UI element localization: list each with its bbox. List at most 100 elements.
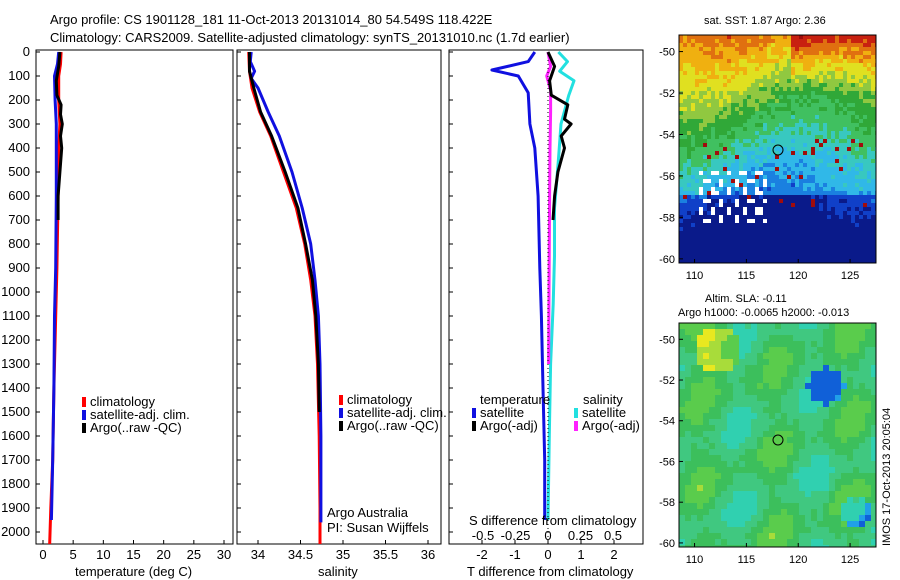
sst-cell [779, 203, 783, 207]
sst-cell [703, 79, 707, 83]
sst-cell [723, 51, 727, 55]
sla-cell [757, 377, 763, 383]
sst-cell [747, 135, 751, 139]
legend-label: satellite [480, 405, 524, 420]
sst-cell [703, 107, 707, 111]
sst-cell [811, 243, 815, 247]
sst-cell [679, 103, 683, 107]
depth-tick-label: 1500 [1, 404, 30, 419]
sst-cell [871, 71, 875, 75]
sla-cell [691, 491, 697, 497]
sst-cell [851, 99, 855, 103]
sla-cell [727, 509, 733, 515]
sla-cell [799, 509, 805, 515]
sst-cell [803, 215, 807, 219]
sla-cell [823, 545, 829, 547]
sst-cell [763, 191, 767, 195]
sla-cell [757, 371, 763, 377]
sst-cell [703, 203, 707, 207]
sst-cell [763, 111, 767, 115]
sst-cell [827, 223, 831, 227]
sla-cell [829, 425, 835, 431]
sst-cell [851, 47, 855, 51]
sst-cell [683, 47, 687, 51]
sst-cell [747, 91, 751, 95]
sla-cell [835, 521, 841, 527]
sst-cell [747, 151, 751, 155]
sst-cell [831, 91, 835, 95]
sla-cell [715, 425, 721, 431]
sst-cell [731, 195, 735, 199]
sla-cell [793, 539, 799, 545]
sst-cell [767, 255, 771, 259]
sla-cell [799, 527, 805, 533]
sla-cell [865, 545, 871, 547]
sst-cell [831, 227, 835, 231]
sst-cell [727, 135, 731, 139]
sst-cell [859, 103, 863, 107]
sst-cell [811, 239, 815, 243]
sla-cell [775, 425, 781, 431]
sst-cell [811, 247, 815, 251]
sst-cell [695, 191, 699, 195]
sst-map [678, 34, 877, 264]
sst-cell [799, 163, 803, 167]
sst-cell [735, 67, 739, 71]
sst-cell [723, 79, 727, 83]
sst-cell [707, 171, 711, 175]
sst-cell [803, 123, 807, 127]
sst-cell [691, 139, 695, 143]
x-tick-label: 34.5 [288, 547, 313, 562]
sst-cell [763, 187, 767, 191]
sst-cell [851, 35, 855, 39]
sla-cell [733, 401, 739, 407]
sla-cell [721, 461, 727, 467]
sla-cell [781, 449, 787, 455]
sst-cell [815, 147, 819, 151]
sla-cell [847, 437, 853, 443]
sla-cell [811, 407, 817, 413]
argo-position-marker [772, 144, 784, 156]
sst-cell [759, 187, 763, 191]
sst-cell [739, 71, 743, 75]
sst-cell [831, 155, 835, 159]
sst-cell [863, 179, 867, 183]
sst-cell [835, 227, 839, 231]
sst-cell [771, 83, 775, 87]
sla-cell [745, 533, 751, 539]
sst-cell [799, 79, 803, 83]
sst-cell [763, 87, 767, 91]
sst-cell [707, 207, 711, 211]
sla-cell [727, 503, 733, 509]
sst-cell [767, 47, 771, 51]
sla-cell [805, 527, 811, 533]
sst-cell [735, 91, 739, 95]
sst-cell [743, 67, 747, 71]
sst-cell [699, 59, 703, 63]
sst-cell [699, 71, 703, 75]
sst-cell [863, 35, 867, 39]
sla-cell [871, 443, 876, 449]
sla-cell [679, 419, 685, 425]
sst-cell [851, 71, 855, 75]
sla-cell [781, 359, 787, 365]
sst-cell [787, 211, 791, 215]
sla-cell [721, 347, 727, 353]
sla-cell [805, 329, 811, 335]
sst-cell [807, 163, 811, 167]
sst-cell [847, 143, 851, 147]
sla-cell [775, 539, 781, 545]
sst-cell [711, 83, 715, 87]
sst-cell [819, 183, 823, 187]
sla-cell [859, 515, 865, 521]
sst-cell [811, 151, 815, 155]
sst-cell [763, 179, 767, 183]
sla-cell [757, 533, 763, 539]
sst-cell [695, 147, 699, 151]
sst-cell [763, 43, 767, 47]
sst-cell [831, 59, 835, 63]
sst-cell [803, 119, 807, 123]
sst-cell [751, 231, 755, 235]
sst-cell [699, 131, 703, 135]
sla-cell [733, 503, 739, 509]
